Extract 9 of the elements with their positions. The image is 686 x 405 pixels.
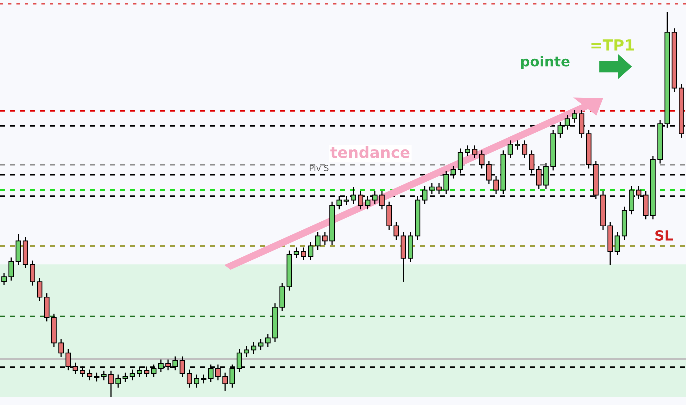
- candlestick: [16, 234, 22, 266]
- candlestick: [394, 222, 400, 241]
- annotation: tendance: [330, 146, 410, 158]
- ref-line-label: Piv S: [310, 164, 329, 172]
- annotation: =TP1: [592, 40, 634, 51]
- annotation: pointe: [521, 56, 570, 70]
- candlestick: [614, 232, 620, 256]
- candlestick: [315, 232, 321, 251]
- annotation: SL: [656, 230, 674, 241]
